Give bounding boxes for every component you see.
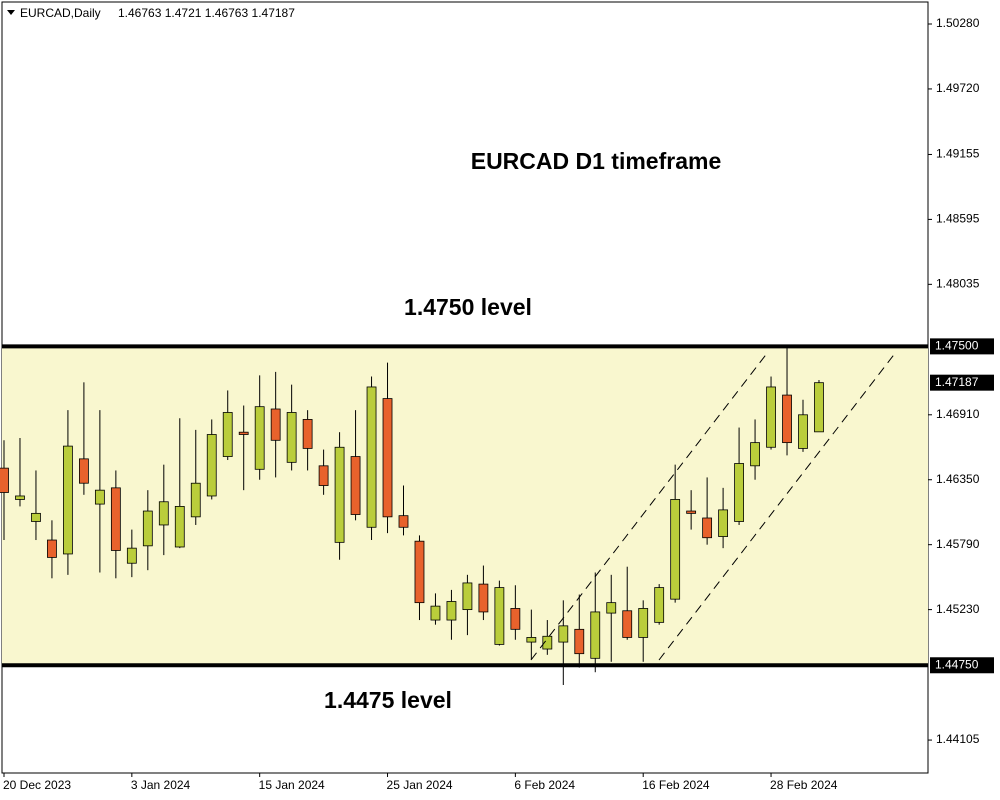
x-tick-label: 28 Feb 2024 xyxy=(770,778,838,792)
candle-body xyxy=(398,515,409,528)
x-tick-label: 6 Feb 2024 xyxy=(514,778,575,792)
candle-body xyxy=(622,610,633,638)
candle-body xyxy=(94,489,105,505)
candle-body xyxy=(446,601,457,621)
range-band xyxy=(2,346,928,666)
trend-channel xyxy=(530,351,897,661)
candle-body xyxy=(222,412,233,457)
price-tag xyxy=(930,374,994,391)
candle-body xyxy=(734,463,744,522)
candle-body xyxy=(190,482,201,518)
candle-body xyxy=(142,510,153,547)
level-tag-label: 1.47500 xyxy=(935,339,979,353)
candle-body xyxy=(750,442,760,467)
ohlc-readout: 1.46763 1.4721 1.46763 1.47187 xyxy=(118,6,295,20)
candle-body xyxy=(686,510,697,514)
band-layer xyxy=(2,346,928,666)
x-tick-label: 16 Feb 2024 xyxy=(642,778,710,792)
candle-body xyxy=(590,611,601,659)
candle-body xyxy=(414,540,425,604)
axis-layer: 1.50280 1.49720 1.49155 1.48595 1.48035 1.469… xyxy=(3,16,994,792)
level-tag-label: 1.44750 xyxy=(935,657,979,671)
candle-body xyxy=(79,458,89,484)
high-value: 1.4721 xyxy=(165,6,202,20)
chart-title: EURCAD D1 timeframe xyxy=(471,148,722,174)
candle-body xyxy=(430,605,441,621)
candle-body xyxy=(718,509,728,537)
y-tick-label: 1.44105 xyxy=(936,732,980,746)
candle-body xyxy=(31,512,41,522)
candle-body xyxy=(126,547,137,564)
candle-body xyxy=(670,499,681,600)
candle-body xyxy=(174,506,185,548)
candle-body xyxy=(238,431,249,435)
candle-body xyxy=(206,434,217,497)
candle-body xyxy=(318,465,329,486)
candle-body xyxy=(158,501,169,526)
channel-lower xyxy=(658,351,897,661)
candle-layer xyxy=(0,347,824,685)
candle-body xyxy=(254,406,265,470)
candle-body xyxy=(110,487,121,551)
candle-body xyxy=(782,394,792,444)
annotation: 1.4750 level xyxy=(404,294,532,320)
candle-body xyxy=(814,382,824,433)
y-tick-label: 1.46910 xyxy=(936,407,980,421)
candle-body xyxy=(494,587,505,645)
candle-body xyxy=(654,587,665,623)
candle-body xyxy=(702,517,713,539)
level-layer xyxy=(2,344,928,668)
candle-body xyxy=(0,467,9,493)
header: EURCAD,Daily 1.46763 1.4721 1.46763 1.47… xyxy=(7,6,295,20)
y-tick-label: 1.45790 xyxy=(936,537,980,551)
candle-body xyxy=(542,635,553,650)
y-tick-label: 1.46350 xyxy=(936,472,980,486)
x-tick-label: 25 Jan 2024 xyxy=(387,778,453,792)
close-value: 1.47187 xyxy=(252,6,296,20)
candle-body xyxy=(606,602,617,614)
y-tick-label: 1.49720 xyxy=(936,81,980,95)
candle-body xyxy=(382,398,393,518)
candle-body xyxy=(302,419,313,449)
candle-body xyxy=(15,495,25,500)
candle-body xyxy=(510,608,521,630)
annotation: 1.4475 level xyxy=(324,687,452,713)
candle-body xyxy=(558,625,569,643)
price-tag-label: 1.47187 xyxy=(935,375,979,389)
y-tick-label: 1.48595 xyxy=(936,212,980,226)
candle-body xyxy=(526,637,537,643)
candle-body xyxy=(350,456,361,515)
x-tick-label: 3 Jan 2024 xyxy=(131,778,191,792)
y-tick-label: 1.45230 xyxy=(936,602,980,616)
x-tick-label: 20 Dec 2023 xyxy=(3,778,71,792)
x-tick-label: 15 Jan 2024 xyxy=(259,778,325,792)
y-tick-label: 1.48035 xyxy=(936,277,980,291)
level-tag xyxy=(930,338,994,355)
candle-body xyxy=(798,414,808,449)
candle-body xyxy=(63,445,73,555)
candle-body xyxy=(766,386,776,448)
level-tag xyxy=(930,657,994,674)
candle-body xyxy=(638,608,649,638)
candle-body xyxy=(366,386,377,528)
candle-body xyxy=(270,408,281,441)
symbol-label: EURCAD,Daily xyxy=(20,6,101,20)
y-tick-label: 1.50280 xyxy=(936,16,980,30)
candle-body xyxy=(334,446,345,543)
low-value: 1.46763 xyxy=(205,6,249,20)
collapse-arrow xyxy=(7,10,15,15)
channel-upper xyxy=(530,351,769,661)
candle-body xyxy=(47,539,57,558)
y-tick-label: 1.49155 xyxy=(936,147,980,161)
candle-body xyxy=(574,628,585,655)
candle-body xyxy=(478,583,489,613)
open-value: 1.46763 xyxy=(118,6,162,20)
candle-body xyxy=(286,412,297,463)
candle-body xyxy=(462,582,473,611)
